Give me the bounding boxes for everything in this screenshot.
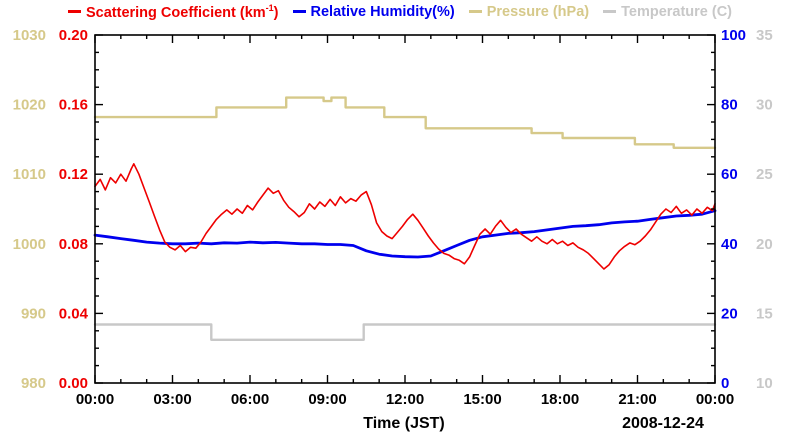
legend-item-pressure: Pressure (hPa) [468,3,590,20]
legend: Scattering Coefficient (km-1) Relative H… [0,3,800,21]
pressure-tick-label: 980 [21,375,46,392]
series-line-temperature [93,323,717,341]
x-tick-label: 15:00 [463,391,501,408]
x-tick-label: 03:00 [153,391,191,408]
x-axis-title: Time (JST) [363,415,445,432]
scattering-tick-label: 0.16 [59,97,88,114]
date-label: 2008-12-24 [622,415,704,432]
legend-item-scattering: Scattering Coefficient (km-1) [67,3,279,21]
humidity-tick-label: 80 [721,97,738,114]
humidity-tick-label: 60 [721,166,738,183]
x-tick-label: 00:00 [76,391,114,408]
scattering-tick-label: 0.00 [59,375,88,392]
x-tick-label: 09:00 [308,391,346,408]
series-line-scattering [94,163,716,270]
humidity-tick-label: 100 [721,27,746,44]
temperature-tick-label: 15 [756,305,773,322]
legend-dash-scattering-icon [67,10,81,14]
temperature-tick-label: 25 [756,166,773,183]
temperature-tick-label: 10 [756,375,773,392]
scattering-tick-label: 0.12 [59,166,88,183]
series-line-pressure [93,96,717,150]
axis-tick-labels: 00:00 03:00 06:00 09:00 12:00 15:00 18:00 21:00… [13,27,773,408]
legend-dash-temperature-icon [603,10,617,14]
axes [94,34,716,384]
legend-label-scattering-pre: Scattering Coefficient (km [85,4,266,21]
x-tick-label: 00:00 [696,391,734,408]
x-tick-label: 12:00 [386,391,424,408]
x-tick-label: 18:00 [541,391,579,408]
series-lines [93,96,717,341]
scattering-tick-label: 0.20 [59,27,88,44]
legend-label-scattering-post: ) [273,4,279,21]
plot-border [94,34,716,384]
pressure-tick-label: 1030 [13,27,46,44]
humidity-tick-label: 0 [721,375,729,392]
pressure-tick-label: 1020 [13,97,46,114]
legend-label-temperature: Temperature (C) [621,3,733,20]
legend-dash-pressure-icon [468,10,482,14]
legend-item-humidity: Relative Humidity(%) [292,3,455,20]
legend-label-pressure: Pressure (hPa) [486,3,590,20]
x-tick-label: 06:00 [231,391,269,408]
legend-item-temperature: Temperature (C) [603,4,732,20]
temperature-tick-label: 35 [756,27,773,44]
legend-label-scattering: Scattering Coefficient (km-1) [86,3,279,21]
legend-label-scattering-sup: -1 [265,3,274,13]
x-tick-label: 21:00 [618,391,656,408]
pressure-tick-label: 990 [21,305,46,322]
scattering-tick-label: 0.04 [59,305,89,322]
series-line-humidity [93,209,717,259]
scattering-tick-label: 0.08 [59,236,88,253]
pressure-tick-label: 1010 [13,166,46,183]
legend-label-humidity: Relative Humidity(%) [310,3,455,20]
humidity-tick-label: 20 [721,305,738,322]
humidity-tick-label: 40 [721,236,738,253]
pressure-tick-label: 1000 [13,236,46,253]
temperature-tick-label: 30 [756,97,773,114]
temperature-tick-label: 20 [756,236,773,253]
legend-dash-humidity-icon [292,10,306,14]
